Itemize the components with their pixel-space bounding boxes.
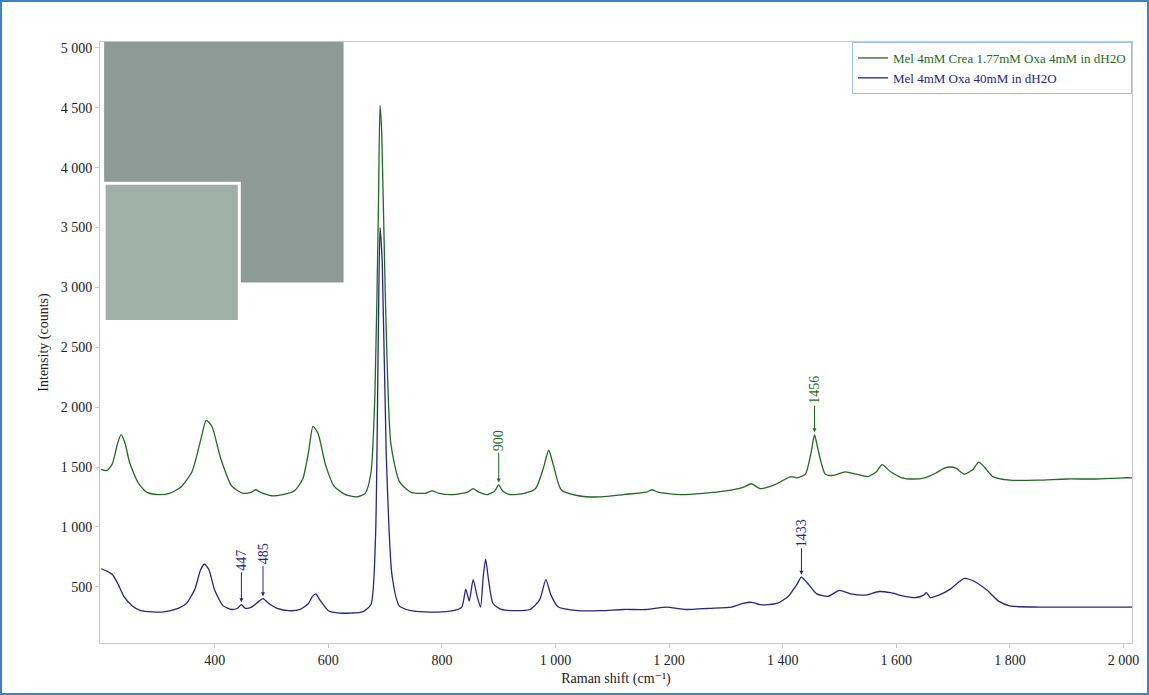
svg-text:485: 485 (256, 543, 271, 564)
svg-text:1 000: 1 000 (61, 520, 93, 535)
svg-text:1456: 1456 (807, 376, 822, 404)
svg-text:1 200: 1 200 (653, 653, 685, 668)
svg-text:447: 447 (234, 550, 249, 571)
svg-text:2 000: 2 000 (61, 400, 93, 415)
svg-text:3 500: 3 500 (61, 220, 93, 235)
svg-text:1 800: 1 800 (994, 653, 1026, 668)
svg-text:1 500: 1 500 (61, 460, 93, 475)
svg-text:400: 400 (204, 653, 225, 668)
svg-text:5 000: 5 000 (61, 41, 93, 56)
svg-text:500: 500 (71, 580, 92, 595)
svg-text:Raman shift (cm⁻¹): Raman shift (cm⁻¹) (561, 671, 671, 687)
svg-text:1 600: 1 600 (881, 653, 913, 668)
svg-text:4 000: 4 000 (61, 161, 93, 176)
svg-text:1 400: 1 400 (767, 653, 799, 668)
svg-text:1433: 1433 (794, 519, 809, 547)
svg-text:Mel 4mM Oxa 40mM in dH2O: Mel 4mM Oxa 40mM in dH2O (893, 71, 1057, 86)
svg-text:3 000: 3 000 (61, 280, 93, 295)
svg-text:800: 800 (431, 653, 452, 668)
svg-text:Intensity (counts): Intensity (counts) (36, 293, 52, 392)
svg-text:Mel 4mM Crea 1.77mM Oxa 4mM in: Mel 4mM Crea 1.77mM Oxa 4mM in dH2O (893, 51, 1126, 66)
svg-text:600: 600 (318, 653, 339, 668)
svg-text:900: 900 (491, 430, 506, 451)
svg-text:1 000: 1 000 (540, 653, 572, 668)
svg-text:4 500: 4 500 (61, 101, 93, 116)
svg-text:2 000: 2 000 (1108, 653, 1140, 668)
svg-text:2 500: 2 500 (61, 340, 93, 355)
